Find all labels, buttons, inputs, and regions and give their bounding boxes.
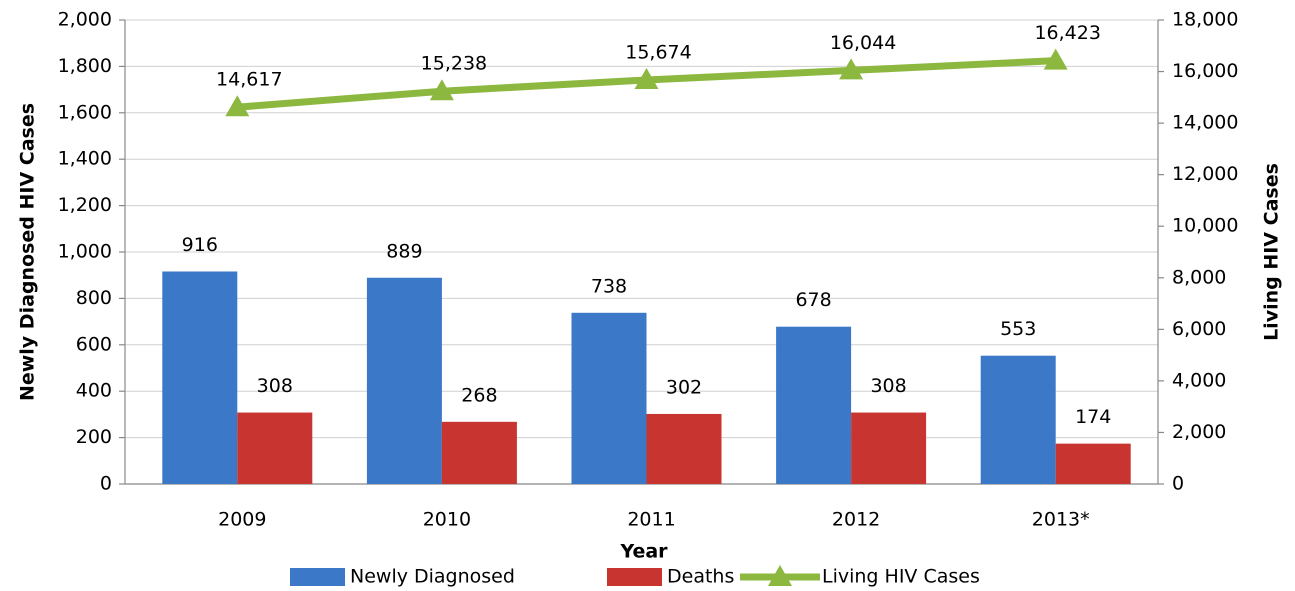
y2-tick-label: 16,000 <box>1172 60 1238 82</box>
y2-tick-label: 18,000 <box>1172 9 1238 31</box>
bar <box>571 312 647 484</box>
x-tick-label: 2012 <box>832 509 880 531</box>
x-tick-label: 2009 <box>218 509 266 531</box>
y2-tick-label: 6,000 <box>1172 318 1226 340</box>
marker <box>839 58 864 80</box>
bar <box>1055 443 1131 484</box>
data-label: 14,617 <box>216 69 282 91</box>
y2-tick-label: 14,000 <box>1172 112 1238 134</box>
y-tick-label: 1,400 <box>58 148 112 170</box>
legend-label: Deaths <box>667 566 734 588</box>
y-tick-label: 800 <box>76 287 112 309</box>
data-label: 15,238 <box>421 53 487 75</box>
y-tick-label: 2,000 <box>58 9 112 31</box>
y-tick-label: 1,600 <box>58 101 112 123</box>
data-label: 308 <box>870 375 906 397</box>
data-label: 174 <box>1075 406 1111 428</box>
bar <box>851 412 927 484</box>
y2-tick-label: 2,000 <box>1172 421 1226 443</box>
bar <box>366 277 442 484</box>
legend-swatch <box>290 568 345 586</box>
y-tick-label: 1,000 <box>58 241 112 263</box>
data-label: 916 <box>182 234 218 256</box>
data-label: 268 <box>461 384 497 406</box>
data-label: 16,044 <box>830 32 896 54</box>
y2-tick-label: 0 <box>1172 473 1184 495</box>
legend-marker <box>768 565 792 586</box>
data-label: 553 <box>1000 318 1036 340</box>
data-label: 678 <box>795 289 831 311</box>
legend-label: Living HIV Cases <box>822 566 980 588</box>
data-label: 889 <box>386 240 422 262</box>
data-label: 16,423 <box>1034 22 1100 44</box>
x-axis-title: Year <box>619 541 668 563</box>
marker <box>1043 48 1068 70</box>
data-label: 15,674 <box>625 41 691 63</box>
bar <box>162 271 238 484</box>
bar <box>441 421 517 484</box>
data-label: 308 <box>257 375 293 397</box>
legend-label: Newly Diagnosed <box>350 566 515 588</box>
y-tick-label: 400 <box>76 380 112 402</box>
y2-axis-title: Living HIV Cases <box>1261 163 1283 341</box>
x-tick-label: 2013* <box>1032 509 1090 531</box>
legend-swatch <box>607 568 662 586</box>
y2-tick-label: 12,000 <box>1172 163 1238 185</box>
y-tick-label: 600 <box>76 333 112 355</box>
data-label: 302 <box>666 376 702 398</box>
bar <box>237 412 313 484</box>
bar <box>646 413 722 484</box>
x-tick-label: 2011 <box>627 509 675 531</box>
marker <box>429 79 454 101</box>
y-tick-label: 0 <box>100 473 112 495</box>
y2-tick-label: 4,000 <box>1172 369 1226 391</box>
marker <box>225 95 250 117</box>
y-tick-label: 1,800 <box>58 55 112 77</box>
data-label: 738 <box>591 275 627 297</box>
bar <box>776 326 852 484</box>
marker <box>634 67 659 89</box>
bar <box>980 355 1056 484</box>
y2-tick-label: 10,000 <box>1172 215 1238 237</box>
y-axis-title: Newly Diagnosed HIV Cases <box>17 103 39 401</box>
y-tick-label: 1,200 <box>58 194 112 216</box>
y2-tick-label: 8,000 <box>1172 266 1226 288</box>
y-tick-label: 200 <box>76 426 112 448</box>
x-tick-label: 2010 <box>423 509 471 531</box>
